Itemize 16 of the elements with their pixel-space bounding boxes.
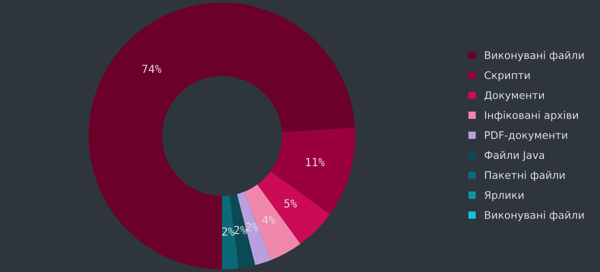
data-label: 2% (246, 222, 258, 232)
legend-label: Виконувані файли (485, 51, 584, 62)
data-label: 2% (234, 226, 247, 234)
legend-label: Пакетні файли (485, 170, 565, 181)
legend-label: Інфіковані архіви (485, 110, 578, 122)
legend-label: Виконувані файли (485, 210, 584, 221)
legend-label: PDF-документи (485, 131, 568, 142)
legend-label: Ярлики (484, 191, 524, 201)
legend-label: Скрипти (484, 71, 530, 82)
data-label: 11% (306, 158, 325, 166)
data-label: 4% (262, 216, 276, 224)
legend-label: Файли Java (484, 150, 544, 161)
data-label: 2% (222, 227, 235, 236)
data-label: 74% (142, 64, 162, 73)
legend-label: Документи (484, 91, 544, 102)
data-label: 5% (284, 199, 297, 208)
